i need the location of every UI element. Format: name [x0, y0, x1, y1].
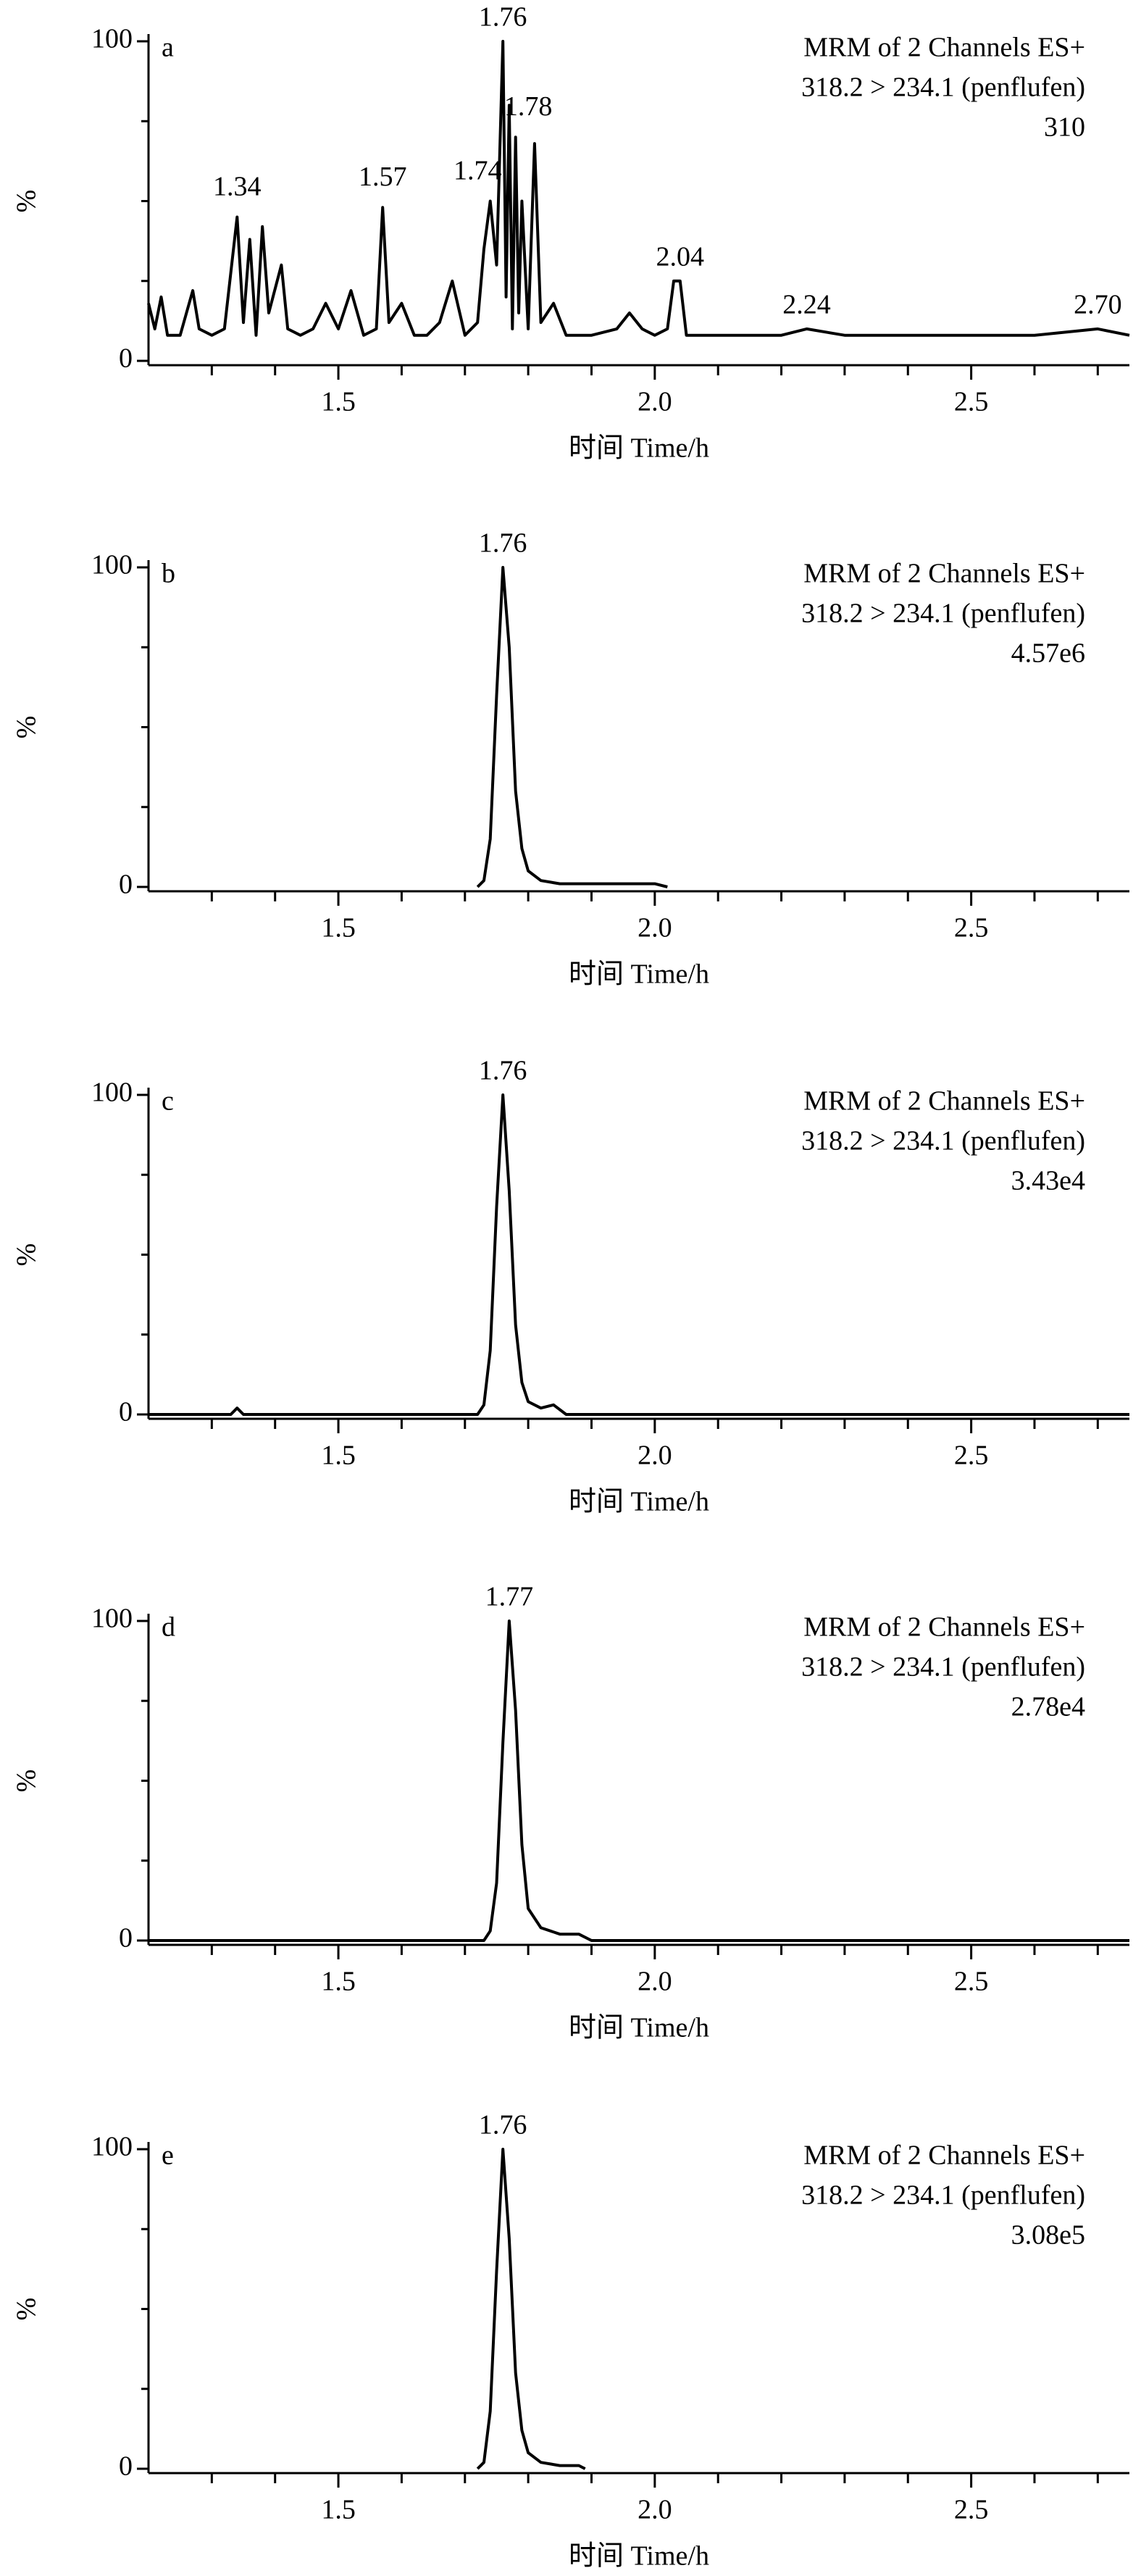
channel-info: MRM of 2 Channels ES+ [803, 1612, 1085, 1643]
peak-label: 1.76 [479, 2, 527, 33]
x-axis-label: 时间 Time/h [569, 2013, 709, 2043]
y-axis-label: % [12, 2298, 42, 2321]
y-axis-label: % [12, 716, 42, 739]
y-axis-label: % [12, 1770, 42, 1793]
peak-label: 1.77 [485, 1582, 534, 1612]
trace [476, 2148, 586, 2470]
trace [147, 40, 1130, 337]
x-tick-label: 2.0 [638, 387, 672, 417]
trace [476, 566, 668, 888]
x-tick-label: 2.0 [638, 1967, 672, 1997]
peak-label: 1.74 [454, 155, 502, 186]
panel: 0 100 1.5 2.0 2.5 c MRM of 2 Channels ES+ 318.2… [12, 1056, 1129, 1517]
panel: 0 100 1.5 2.0 2.5 a MRM of 2 Channels ES+ 318.2… [12, 2, 1130, 464]
channel-info: MRM of 2 Channels ES+ [803, 559, 1085, 589]
channel-info: 4.57e6 [1011, 638, 1085, 669]
channel-info: 3.43e4 [1011, 1166, 1085, 1196]
x-tick-label: 2.5 [954, 387, 989, 417]
x-tick-label: 2.0 [638, 2495, 672, 2525]
channel-info: 310 [1044, 112, 1085, 143]
panel-letter: b [162, 559, 175, 589]
peak-label: 1.78 [504, 91, 553, 122]
y-tick-label: 0 [119, 870, 133, 900]
y-axis-label: % [12, 190, 42, 213]
x-tick-label: 2.0 [638, 1441, 672, 1471]
channel-info: 318.2 > 234.1 (penflufen) [801, 1652, 1085, 1683]
panel-letter: a [162, 33, 174, 63]
x-tick-label: 1.5 [321, 2495, 356, 2525]
x-axis-label: 时间 Time/h [569, 1487, 709, 1517]
channel-info: MRM of 2 Channels ES+ [803, 33, 1085, 63]
x-tick-label: 1.5 [321, 387, 356, 417]
peak-label: 2.04 [656, 241, 705, 272]
panel: 0 100 1.5 2.0 2.5 e MRM of 2 Channels ES+ 318.2… [12, 2110, 1129, 2572]
x-axis-label: 时间 Time/h [569, 959, 709, 990]
x-tick-label: 2.5 [954, 1441, 989, 1471]
x-tick-label: 2.5 [954, 913, 989, 943]
peak-label: 2.70 [1074, 290, 1122, 320]
channel-info: 318.2 > 234.1 (penflufen) [801, 72, 1085, 103]
x-tick-label: 2.5 [954, 2495, 989, 2525]
x-tick-label: 2.5 [954, 1967, 989, 1997]
y-tick-label: 100 [91, 1604, 133, 1634]
y-tick-label: 0 [119, 343, 133, 374]
peak-label: 1.34 [213, 171, 262, 201]
peak-label: 2.24 [782, 290, 831, 320]
panel-letter: d [162, 1612, 175, 1643]
panel: 0 100 1.5 2.0 2.5 d MRM of 2 Channels ES+ 318.2… [12, 1582, 1129, 2043]
peak-label: 1.76 [479, 528, 527, 559]
trace [149, 1620, 1129, 1942]
y-tick-label: 0 [119, 1397, 133, 1427]
panel-letter: e [162, 2141, 174, 2171]
x-tick-label: 1.5 [321, 913, 356, 943]
y-tick-label: 100 [91, 24, 133, 54]
y-tick-label: 100 [91, 1077, 133, 1108]
y-tick-label: 0 [119, 1923, 133, 1954]
panel: 0 100 1.5 2.0 2.5 b MRM of 2 Channels ES+ 318.2… [12, 528, 1129, 990]
peak-label: 1.76 [479, 1056, 527, 1086]
y-axis-label: % [12, 1243, 42, 1267]
panel-letter: c [162, 1086, 174, 1117]
x-tick-label: 1.5 [321, 1967, 356, 1997]
channel-info: MRM of 2 Channels ES+ [803, 2141, 1085, 2171]
channel-info: 3.08e5 [1011, 2220, 1085, 2251]
channel-info: 318.2 > 234.1 (penflufen) [801, 2180, 1085, 2211]
y-tick-label: 0 [119, 2451, 133, 2482]
x-tick-label: 1.5 [321, 1441, 356, 1471]
trace [149, 1093, 1129, 1416]
channel-info: 2.78e4 [1011, 1692, 1085, 1722]
x-tick-label: 2.0 [638, 913, 672, 943]
channel-info: 318.2 > 234.1 (penflufen) [801, 599, 1085, 629]
peak-label: 1.57 [359, 162, 407, 192]
peak-label: 1.76 [479, 2110, 527, 2141]
channel-info: 318.2 > 234.1 (penflufen) [801, 1126, 1085, 1156]
x-axis-label: 时间 Time/h [569, 2541, 709, 2572]
x-axis-label: 时间 Time/h [569, 433, 709, 464]
y-tick-label: 100 [91, 550, 133, 580]
y-tick-label: 100 [91, 2132, 133, 2162]
channel-info: MRM of 2 Channels ES+ [803, 1086, 1085, 1117]
